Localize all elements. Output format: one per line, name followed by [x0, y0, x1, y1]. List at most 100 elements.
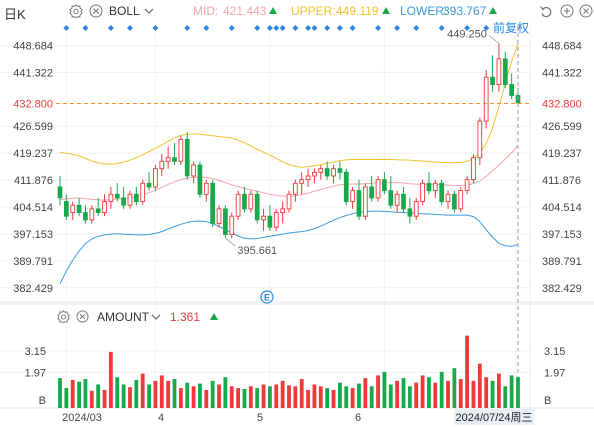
- candle-body: [153, 168, 158, 188]
- candle-body: [133, 193, 139, 203]
- volume-bar: [325, 388, 330, 408]
- volume-bar: [357, 383, 361, 408]
- candle-body: [229, 215, 235, 235]
- price-ytick-right: 411.876: [542, 175, 581, 187]
- candle-body: [350, 190, 355, 203]
- add-indicator-icon[interactable]: [560, 4, 574, 18]
- candle-body: [89, 208, 95, 221]
- price-ytick-right: 382.429: [542, 283, 582, 295]
- mid-value: 421.443: [223, 4, 267, 18]
- candle-body: [394, 193, 400, 206]
- volume-bar: [261, 384, 266, 408]
- close-icon[interactable]: [579, 4, 593, 18]
- candle-body: [502, 58, 508, 85]
- volume-bar: [115, 377, 120, 408]
- volume-bar: [287, 385, 291, 408]
- volume-bar: [471, 380, 476, 408]
- volume-bar: [484, 377, 489, 408]
- volume-bar: [89, 390, 94, 408]
- volume-close-icon[interactable]: [76, 310, 89, 323]
- volume-bar: [382, 371, 387, 408]
- candle-body: [64, 201, 69, 217]
- volume-bar: [248, 386, 253, 408]
- candle-body: [223, 208, 228, 235]
- volume-bar: [344, 386, 349, 408]
- volume-bar: [204, 389, 209, 408]
- price-ytick-left: 404.514: [13, 202, 53, 214]
- candle-body: [140, 182, 146, 203]
- x-tick-label: 6: [355, 412, 361, 424]
- candle-body: [496, 58, 502, 85]
- candle-body: [420, 182, 425, 203]
- candle-body: [375, 179, 381, 199]
- volume-value: 1.361: [170, 310, 201, 324]
- volume-bar: [236, 388, 241, 408]
- close-indicator-icon[interactable]: [89, 4, 103, 18]
- candle-body: [483, 76, 489, 122]
- candle-body: [343, 171, 349, 203]
- candle-body: [172, 157, 177, 162]
- adjust-mode-button[interactable]: 前复权: [493, 21, 530, 35]
- event-diamond-marker: [349, 25, 356, 31]
- upper-value: 449.119: [336, 4, 379, 18]
- event-diamond-marker: [228, 25, 235, 31]
- volume-bar: [223, 377, 228, 408]
- event-diamond-marker: [292, 25, 299, 31]
- current-price-left-label: 432.800: [13, 99, 53, 111]
- volume-bar: [516, 377, 520, 408]
- candle-body: [369, 186, 375, 199]
- volume-ytick-right: 3.15: [544, 346, 565, 358]
- candle-body: [312, 171, 317, 177]
- event-diamond-marker: [152, 25, 159, 31]
- candle-body: [127, 193, 133, 206]
- candle-body: [197, 164, 203, 195]
- price-ytick-left: 397.153: [13, 229, 53, 241]
- event-diamond-marker: [63, 25, 70, 31]
- volume-bar: [318, 386, 323, 408]
- candle-body: [458, 190, 464, 210]
- volume-bar: [458, 379, 463, 408]
- volume-bar: [268, 386, 272, 408]
- volume-bar: [414, 382, 419, 408]
- candle-body: [248, 193, 254, 210]
- volume-bar: [433, 382, 438, 408]
- volume-bar: [407, 386, 412, 408]
- volume-bar: [172, 379, 177, 408]
- candle-body: [191, 164, 196, 177]
- price-ytick-right: 419.237: [542, 148, 582, 160]
- candle-body: [439, 182, 445, 203]
- event-diamond-marker: [266, 25, 273, 31]
- period-label[interactable]: 日K: [4, 7, 26, 22]
- settings-gear-icon[interactable]: [69, 4, 83, 18]
- volume-bar: [121, 384, 126, 408]
- candle-body: [261, 215, 266, 221]
- candle-body: [184, 138, 190, 177]
- candle-body: [76, 204, 82, 214]
- candle-body: [146, 182, 152, 188]
- crosshair-date-bg: [454, 409, 534, 425]
- undo-icon[interactable]: [539, 4, 553, 18]
- volume-settings-icon[interactable]: [57, 310, 70, 323]
- current-price-tag: 432.800: [542, 99, 582, 111]
- candle-body: [324, 168, 330, 177]
- candle-body: [159, 160, 165, 170]
- volume-bar: [83, 379, 88, 408]
- candle-body: [509, 84, 514, 96]
- chevron-down-icon[interactable]: [144, 7, 154, 15]
- volume-bar: [452, 368, 457, 408]
- event-e-icon: [260, 290, 274, 304]
- volume-indicator-name[interactable]: AMOUNT: [97, 310, 149, 324]
- volume-bar: [490, 380, 495, 408]
- candle-body: [273, 212, 279, 228]
- upper-label: UPPER:: [291, 4, 336, 18]
- price-ytick-right: 404.514: [542, 202, 582, 214]
- indicator-name[interactable]: BOLL: [109, 4, 140, 18]
- candle-body: [210, 182, 216, 224]
- candle-body: [337, 168, 343, 173]
- lower-trend-up-icon: [489, 7, 497, 14]
- volume-bar: [497, 373, 501, 408]
- price-ytick-left: 382.429: [13, 283, 53, 295]
- volume-chevron-down-icon[interactable]: [151, 313, 161, 321]
- volume-bar: [140, 373, 145, 408]
